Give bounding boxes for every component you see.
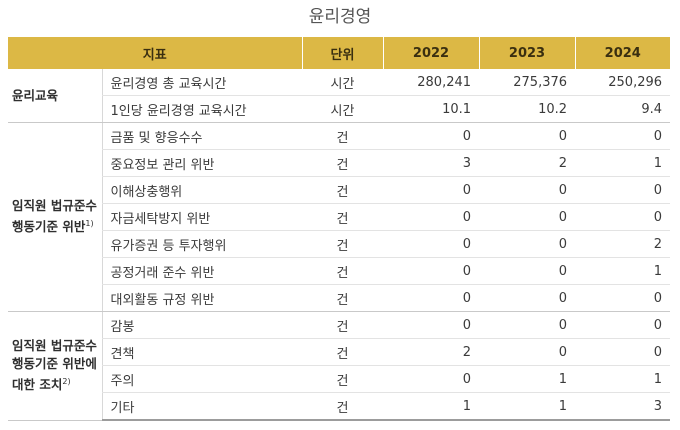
table-row: 자금세탁방지 위반 건 0 0 0 [8,203,671,231]
value-2024-cell: 0 [575,311,671,339]
value-2023-cell: 10.2 [479,95,576,123]
table-row: 1인당 윤리경영 교육시간 시간 10.1 10.2 9.4 [8,95,671,123]
table-row: 견책 건 2 0 0 [8,338,671,366]
ethics-table: 지표 단위 2022 2023 2024 윤리교육 윤리경영 총 교육시간 시간 28… [8,37,671,421]
unit-cell: 건 [302,230,384,258]
value-2023-cell: 0 [479,122,576,150]
group-label: 임직원 법규준수 행동기준 위반에 대한 조치2) [8,311,102,421]
value-2022-cell: 3 [383,149,480,177]
indicator-cell: 대외활동 규정 위반 [101,284,303,312]
unit-cell: 건 [302,311,384,339]
group-name: 임직원 법규준수 행동기준 위반 [12,198,97,235]
value-2022-cell: 0 [383,230,480,258]
footnote-marker: 2) [62,377,71,387]
unit-cell: 건 [302,203,384,231]
value-2024-cell: 0 [575,176,671,204]
value-2023-cell: 0 [479,311,576,339]
unit-cell: 시간 [302,69,384,96]
header-indicator: 지표 [8,37,303,69]
value-2024-cell: 250,296 [575,69,671,96]
indicator-cell: 견책 [101,338,303,366]
header-2022: 2022 [382,37,480,69]
group-label: 윤리교육 [8,69,102,123]
group-name: 윤리교육 [12,87,59,103]
unit-cell: 건 [302,122,384,150]
value-2022-cell: 0 [383,365,480,393]
header-row: 지표 단위 2022 2023 2024 [8,37,671,69]
unit-cell: 건 [302,392,384,421]
value-2024-cell: 1 [575,257,671,285]
table-row: 대외활동 규정 위반 건 0 0 0 [8,284,671,312]
value-2024-cell: 0 [575,284,671,312]
value-2023-cell: 0 [479,230,576,258]
value-2022-cell: 0 [383,203,480,231]
value-2024-cell: 1 [575,365,671,393]
table-row: 이해상충행위 건 0 0 0 [8,176,671,204]
value-2022-cell: 0 [383,122,480,150]
unit-cell: 건 [302,149,384,177]
unit-cell: 건 [302,176,384,204]
value-2023-cell: 275,376 [479,69,576,96]
value-2022-cell: 0 [383,176,480,204]
value-2023-cell: 0 [479,338,576,366]
value-2024-cell: 3 [575,392,671,421]
indicator-cell: 공정거래 준수 위반 [101,257,303,285]
table-row: 윤리교육 윤리경영 총 교육시간 시간 280,241 275,376 250,296 [8,69,671,123]
value-2023-cell: 0 [479,284,576,312]
value-2024-cell: 0 [575,122,671,150]
indicator-cell: 주의 [101,365,303,393]
unit-cell: 건 [302,365,384,393]
value-2023-cell: 0 [479,176,576,204]
value-2023-cell: 2 [479,149,576,177]
unit-cell: 건 [302,284,384,312]
indicator-cell: 윤리경영 총 교육시간 [101,69,303,96]
indicator-cell: 자금세탁방지 위반 [101,203,303,231]
unit-cell: 건 [302,338,384,366]
value-2022-cell: 2 [383,338,480,366]
table-row: 임직원 법규준수 행동기준 위반1) 금품 및 향응수수 건 0 0 0 [8,122,671,312]
footnote-marker: 1) [85,219,94,229]
table-row: 공정거래 준수 위반 건 0 0 1 [8,257,671,285]
page-title: 윤리경영 [308,7,372,27]
value-2023-cell: 1 [479,392,576,421]
indicator-cell: 감봉 [101,311,303,339]
table-row: 주의 건 0 1 1 [8,365,671,393]
indicator-cell: 금품 및 향응수수 [101,122,303,150]
indicator-cell: 기타 [101,392,303,421]
header-unit: 단위 [301,37,384,69]
value-2022-cell: 0 [383,257,480,285]
value-2022-cell: 10.1 [383,95,480,123]
value-2022-cell: 1 [383,392,480,421]
unit-cell: 건 [302,257,384,285]
header-2024: 2024 [574,37,671,69]
value-2023-cell: 0 [479,203,576,231]
indicator-cell: 1인당 윤리경영 교육시간 [101,95,303,123]
indicator-cell: 이해상충행위 [101,176,303,204]
table-row: 중요정보 관리 위반 건 3 2 1 [8,149,671,177]
value-2023-cell: 1 [479,365,576,393]
table-row: 임직원 법규준수 행동기준 위반에 대한 조치2) 감봉 건 0 0 0 [8,311,671,421]
value-2024-cell: 0 [575,203,671,231]
value-2024-cell: 9.4 [575,95,671,123]
value-2022-cell: 0 [383,311,480,339]
value-2024-cell: 1 [575,149,671,177]
group-label: 임직원 법규준수 행동기준 위반1) [8,122,102,312]
value-2023-cell: 0 [479,257,576,285]
indicator-cell: 중요정보 관리 위반 [101,149,303,177]
table-row: 기타 건 1 1 3 [8,392,671,421]
value-2022-cell: 0 [383,284,480,312]
header-2023: 2023 [478,37,576,69]
table-row: 유가증권 등 투자행위 건 0 0 2 [8,230,671,258]
value-2024-cell: 0 [575,338,671,366]
group-name: 임직원 법규준수 행동기준 위반에 대한 조치 [12,338,97,393]
value-2022-cell: 280,241 [383,69,480,96]
value-2024-cell: 2 [575,230,671,258]
indicator-cell: 유가증권 등 투자행위 [101,230,303,258]
unit-cell: 시간 [302,95,384,123]
